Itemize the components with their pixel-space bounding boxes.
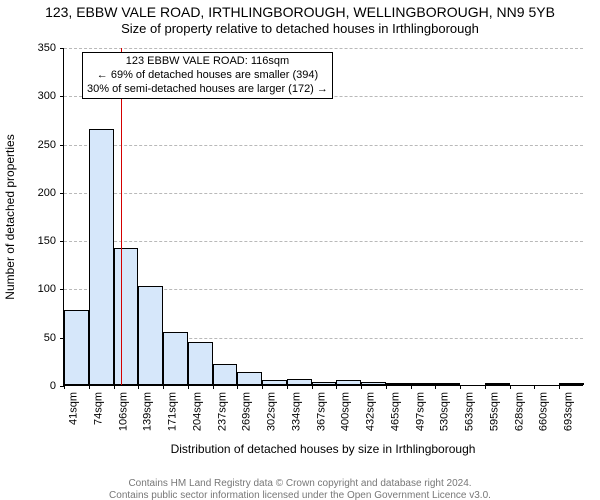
figure-footer: Contains HM Land Registry data © Crown c… xyxy=(0,478,600,500)
x-tick-label: 106sqm xyxy=(117,392,118,431)
footer-line-1: Contains HM Land Registry data © Crown c… xyxy=(0,478,600,490)
x-tick-mark xyxy=(336,385,337,389)
x-tick-label: 269sqm xyxy=(241,392,242,431)
histogram-bar xyxy=(411,383,436,385)
footer-line-2: Contains public sector information licen… xyxy=(0,490,600,500)
x-tick-label: 171sqm xyxy=(167,392,168,431)
x-tick-mark xyxy=(411,385,412,389)
callout-line: 123 EBBW VALE ROAD: 116sqm xyxy=(87,55,328,69)
x-tick-mark xyxy=(510,385,511,389)
x-tick-label: 74sqm xyxy=(92,392,93,425)
x-tick-mark xyxy=(485,385,486,389)
y-tick-label: 150 xyxy=(38,235,56,247)
page-title: 123, EBBW VALE ROAD, IRTHLINGBOROUGH, WE… xyxy=(0,4,600,20)
x-tick-label: 41sqm xyxy=(68,392,69,425)
x-tick-mark xyxy=(534,385,535,389)
histogram-bar xyxy=(485,383,510,385)
x-tick-label: 334sqm xyxy=(290,392,291,431)
histogram-bar xyxy=(138,286,163,385)
x-tick-mark xyxy=(559,385,560,389)
x-tick-label: 693sqm xyxy=(563,392,564,431)
histogram-bar xyxy=(435,383,460,385)
histogram-bar xyxy=(89,129,114,385)
y-tick-mark xyxy=(60,48,64,49)
x-tick-label: 563sqm xyxy=(464,392,465,431)
x-tick-label: 204sqm xyxy=(191,392,192,431)
callout-line: ← 69% of detached houses are smaller (39… xyxy=(87,69,328,83)
gridline xyxy=(64,145,583,147)
x-tick-mark xyxy=(312,385,313,389)
x-tick-label: 139sqm xyxy=(142,392,143,431)
x-tick-mark xyxy=(163,385,164,389)
x-tick-label: 628sqm xyxy=(513,392,514,431)
y-tick-mark xyxy=(60,193,64,194)
x-tick-label: 465sqm xyxy=(389,392,390,431)
y-tick-mark xyxy=(60,338,64,339)
x-tick-label: 432sqm xyxy=(365,392,366,431)
x-tick-mark xyxy=(64,385,65,389)
x-tick-mark xyxy=(138,385,139,389)
histogram-bar xyxy=(559,383,584,385)
page-subtitle: Size of property relative to detached ho… xyxy=(0,21,600,36)
gridline xyxy=(64,241,583,243)
histogram-bar xyxy=(312,382,337,385)
x-tick-mark xyxy=(460,385,461,389)
x-tick-mark xyxy=(361,385,362,389)
histogram-bar xyxy=(163,332,188,385)
histogram-bar xyxy=(287,379,312,385)
x-tick-mark xyxy=(262,385,263,389)
x-tick-mark xyxy=(287,385,288,389)
gridline xyxy=(64,193,583,195)
histogram-bar xyxy=(361,382,386,385)
y-tick-label: 300 xyxy=(38,90,56,102)
callout-line: 30% of semi-detached houses are larger (… xyxy=(87,83,328,97)
y-tick-mark xyxy=(60,241,64,242)
callout-box: 123 EBBW VALE ROAD: 116sqm← 69% of detac… xyxy=(82,52,333,99)
x-tick-label: 660sqm xyxy=(538,392,539,431)
histogram-bar xyxy=(114,248,139,385)
x-tick-mark xyxy=(114,385,115,389)
x-tick-label: 400sqm xyxy=(340,392,341,431)
x-axis-label: Distribution of detached houses by size … xyxy=(63,442,583,456)
x-tick-mark xyxy=(237,385,238,389)
gridline xyxy=(64,48,583,50)
histogram-bar xyxy=(64,310,89,385)
y-tick-label: 0 xyxy=(50,380,56,392)
x-tick-label: 530sqm xyxy=(439,392,440,431)
y-axis-label: Number of detached properties xyxy=(3,134,17,299)
histogram-bar xyxy=(386,383,411,385)
x-tick-label: 302sqm xyxy=(266,392,267,431)
y-tick-label: 200 xyxy=(38,187,56,199)
histogram-bar xyxy=(188,342,213,385)
x-tick-mark xyxy=(213,385,214,389)
x-tick-mark xyxy=(188,385,189,389)
y-tick-label: 250 xyxy=(38,139,56,151)
histogram-bar xyxy=(336,380,361,385)
histogram-bar xyxy=(213,364,238,385)
x-tick-mark xyxy=(435,385,436,389)
y-tick-mark xyxy=(60,289,64,290)
y-tick-label: 50 xyxy=(44,332,56,344)
y-tick-label: 350 xyxy=(38,42,56,54)
x-tick-label: 595sqm xyxy=(488,392,489,431)
x-tick-label: 237sqm xyxy=(216,392,217,431)
histogram-bar xyxy=(262,380,287,385)
figure-container: 123, EBBW VALE ROAD, IRTHLINGBOROUGH, WE… xyxy=(0,4,600,500)
x-tick-label: 497sqm xyxy=(414,392,415,431)
y-tick-mark xyxy=(60,96,64,97)
x-tick-mark xyxy=(89,385,90,389)
x-tick-label: 367sqm xyxy=(315,392,316,431)
x-tick-mark xyxy=(386,385,387,389)
histogram-bar xyxy=(237,372,262,385)
y-tick-mark xyxy=(60,145,64,146)
y-tick-label: 100 xyxy=(38,283,56,295)
